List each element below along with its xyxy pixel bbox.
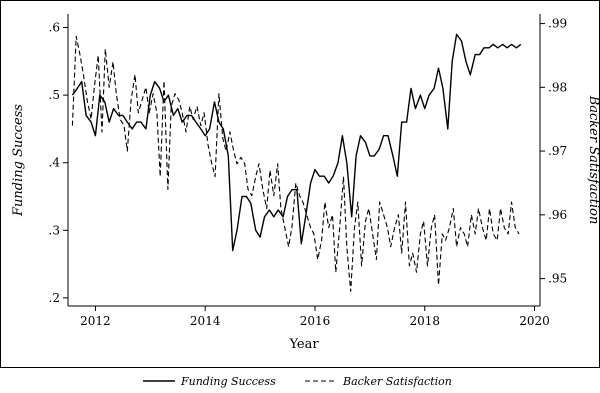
plot-area: 2012 2014 2016 2018 2020 .2.3.4.5.6 .95.96.9… [49, 14, 567, 328]
x-tick-label: 2014 [190, 314, 221, 328]
x-axis-ticks: 2012 2014 2016 2018 2020 [80, 306, 550, 328]
legend: Funding Success Backer Satisfaction [143, 375, 452, 388]
left-y-axis-ticks: .2 .3 .4 .5 .6 [49, 21, 68, 305]
right-y-tick-label: .98 [548, 80, 567, 94]
legend-label-backer-satisfaction: Backer Satisfaction [342, 375, 452, 388]
x-tick-label: 2012 [80, 314, 111, 328]
x-tick-label: 2020 [519, 314, 550, 328]
left-y-tick-label: .3 [49, 223, 60, 237]
left-y-tick-label: .5 [49, 88, 60, 102]
right-y-tick-label: .97 [548, 144, 567, 158]
legend-label-funding-success: Funding Success [180, 375, 276, 388]
right-y-axis-ticks: .95 .96 .97 .98 .99 [540, 17, 567, 286]
chart-frame [0, 0, 600, 368]
series-line-backer-satisfaction [71, 35, 520, 292]
right-y-tick-label: .96 [548, 208, 567, 222]
x-axis-title: Year [288, 337, 319, 352]
series-line-funding-success [71, 33, 522, 252]
right-y-tick-label: .95 [548, 272, 567, 286]
series-layer [71, 33, 522, 292]
right-y-tick-label: .99 [548, 17, 567, 31]
x-tick-label: 2016 [300, 314, 331, 328]
left-y-tick-label: .4 [49, 156, 61, 170]
left-y-tick-label: .2 [49, 291, 60, 305]
right-y-axis-title: Backer Satisfaction [586, 95, 600, 225]
left-y-axis-title: Funding Success [11, 104, 26, 217]
x-tick-label: 2018 [409, 314, 440, 328]
left-y-tick-label: .6 [49, 21, 60, 35]
